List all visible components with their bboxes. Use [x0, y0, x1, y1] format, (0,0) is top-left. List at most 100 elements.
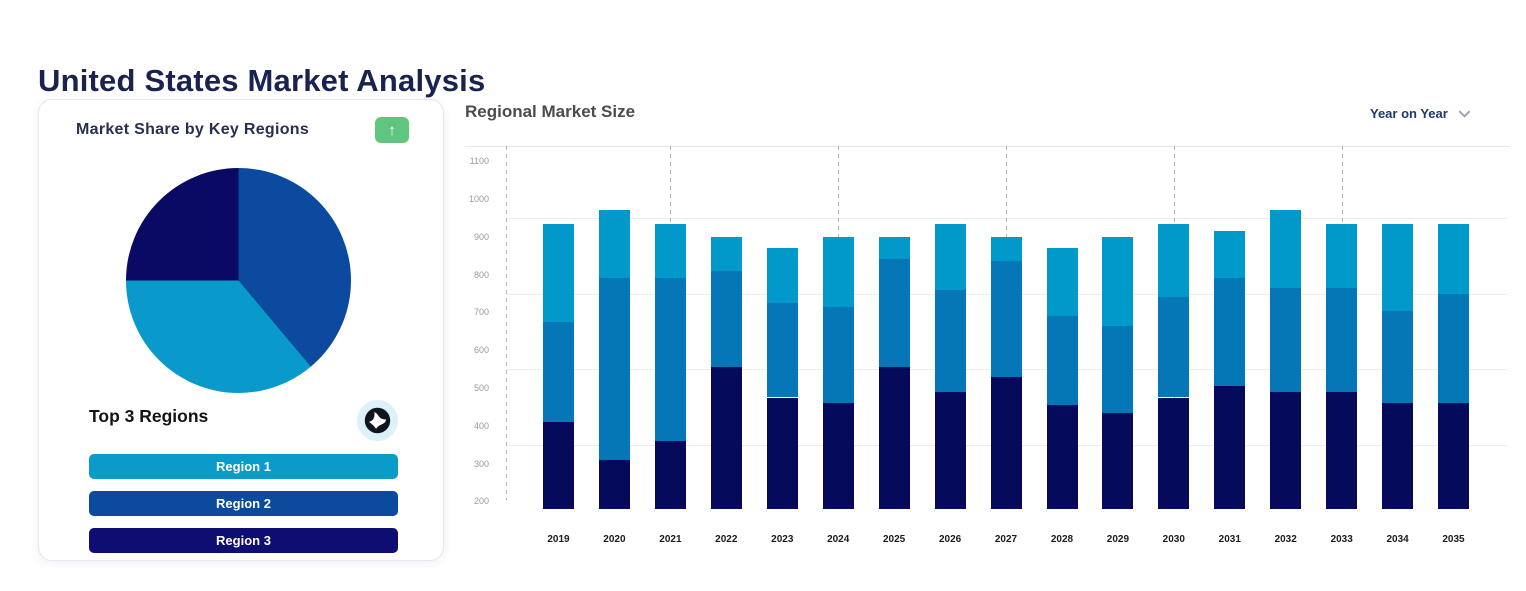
bar-segment [1214, 231, 1246, 279]
year-label: 2024 [827, 534, 850, 545]
bar-segment [1046, 405, 1078, 509]
market-share-card: Market Share by Key Regions ↑ Top 3 Regi… [38, 99, 444, 561]
bar-segment [654, 278, 686, 441]
page-title: United States Market Analysis [38, 62, 486, 98]
bar-segment [822, 403, 854, 509]
bar-segment [766, 248, 798, 303]
year-label: 2028 [1050, 534, 1074, 545]
bar-segment [1046, 316, 1078, 406]
bar-segment [934, 391, 966, 509]
bar-segment [1382, 310, 1414, 404]
bar-segment [878, 236, 910, 260]
year-on-year-label: Year on Year [1370, 105, 1448, 121]
axis-tick-label: 400 [473, 420, 489, 431]
year-label: 2019 [547, 534, 570, 545]
axis-tick-label: 600 [473, 345, 489, 356]
market-share-pie-chart [126, 168, 351, 393]
region-1-label: Region 1 [216, 459, 271, 474]
bar-segment [710, 236, 742, 271]
year-label: 2032 [1274, 534, 1297, 545]
bar-segment [1382, 223, 1414, 311]
bar-segment [1326, 391, 1358, 509]
bar-segment [766, 302, 798, 398]
bar-segment [543, 321, 574, 422]
bar-segment [1158, 223, 1190, 298]
globe-icon [364, 407, 391, 434]
year-label: 2027 [994, 534, 1018, 545]
bar-segment [710, 367, 742, 509]
year-label: 2033 [1330, 534, 1353, 545]
chevron-down-icon [1457, 106, 1472, 121]
axis-tick-label: 900 [473, 231, 489, 242]
bar-segment [822, 236, 854, 307]
bar-segment [598, 459, 630, 509]
year-label: 2023 [771, 534, 794, 545]
year-label: 2035 [1442, 534, 1465, 545]
bar-segment [1102, 236, 1134, 326]
grid-line [506, 217, 1508, 219]
region-3-button[interactable]: Region 3 [89, 528, 398, 553]
bar-segment [543, 223, 574, 322]
year-label: 2034 [1386, 534, 1409, 545]
year-label: 2031 [1218, 534, 1241, 545]
bar-segment [1214, 386, 1246, 509]
year-label: 2030 [1162, 534, 1185, 545]
axis-tick-label: 1100 [469, 156, 489, 167]
axis-tick-label: 500 [473, 383, 489, 393]
year-label: 2025 [882, 534, 906, 545]
axis-tick-label: 1000 [468, 193, 489, 204]
bar-segment [1270, 391, 1302, 509]
bar-segment [990, 261, 1022, 377]
bar-segment [766, 397, 798, 509]
bar-segment [878, 367, 910, 509]
axis-tick-label: 200 [473, 496, 489, 507]
bar-segment [1438, 403, 1469, 509]
bar-segment [990, 376, 1022, 509]
bar-segment [990, 236, 1022, 262]
bar-segment [1046, 248, 1078, 317]
bar-segment [1270, 287, 1302, 392]
region-2-button[interactable]: Region 2 [89, 491, 398, 516]
bar-segment [598, 210, 630, 279]
bar-segment [1214, 278, 1246, 387]
bar-segment [1102, 325, 1134, 413]
axis-dashed-line [506, 146, 507, 500]
bar-segment [1438, 223, 1469, 294]
bar-segment [1438, 293, 1469, 404]
year-on-year-dropdown[interactable]: Year on Year [1364, 103, 1478, 123]
axis-tick-label: 300 [473, 458, 489, 469]
bar-segment [1326, 287, 1358, 392]
trend-up-button[interactable]: ↑ [375, 117, 409, 143]
bar-segment [654, 223, 686, 279]
region-3-label: Region 3 [216, 533, 271, 548]
bar-chart-plot [506, 146, 1508, 509]
axis-tick-label: 800 [473, 269, 489, 280]
year-label: 2021 [659, 534, 682, 545]
region-1-button[interactable]: Region 1 [89, 454, 398, 479]
bar-segment [1270, 210, 1302, 288]
year-label: 2020 [603, 534, 626, 545]
bar-segment [1158, 297, 1190, 398]
year-label: 2022 [715, 534, 738, 545]
bar-segment [543, 422, 574, 509]
bar-chart-y-axis: 200 300 400 500 600 700 800 900 1000 1100 [450, 146, 498, 509]
bar-segment [934, 223, 966, 290]
chart-title: Regional Market Size [465, 102, 636, 121]
bar-segment [1382, 403, 1414, 509]
card-title: Market Share by Key Regions [76, 121, 310, 138]
region-2-label: Region 2 [216, 496, 271, 511]
bar-segment [654, 440, 686, 509]
chart-top-border [465, 146, 1510, 147]
bar-chart-x-axis: 2019 2020 2021 2022 2023 2024 2025 2026 2027 2028… [506, 531, 1508, 547]
top-regions-heading: Top 3 Regions [89, 406, 209, 426]
bar-segment [710, 270, 742, 368]
bar-segment [1102, 412, 1134, 509]
year-label: 2029 [1106, 534, 1130, 545]
bar-segment [598, 278, 630, 460]
bar-segment [1158, 397, 1190, 509]
axis-tick-label: 700 [473, 307, 489, 318]
bar-segment [822, 306, 854, 404]
arrow-up-icon: ↑ [388, 121, 396, 139]
bar-segment [878, 259, 910, 368]
globe-button[interactable] [357, 400, 398, 441]
